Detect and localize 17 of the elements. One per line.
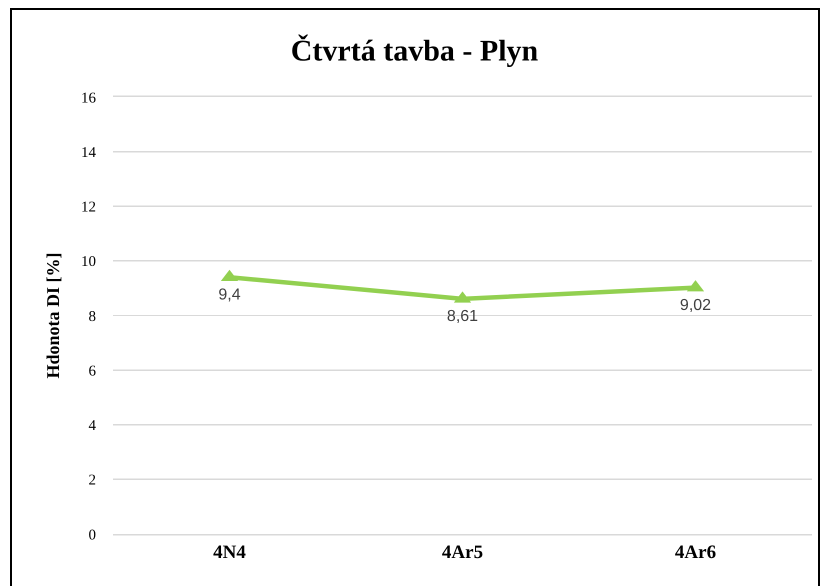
x-tick-label: 4N4	[213, 542, 246, 564]
y-tick-label: 2	[88, 472, 96, 489]
chart-title: Čtvrtá tavba - Plyn	[290, 34, 539, 68]
y-tick-label: 8	[88, 308, 96, 325]
data-label: 9,02	[680, 297, 712, 314]
y-axis-title: Hdonota DI [%]	[43, 252, 64, 379]
y-tick-label: 4	[88, 418, 96, 434]
y-tick-label: 10	[81, 254, 96, 270]
data-label: 9,4	[218, 286, 241, 304]
x-tick-label: 4Ar6	[674, 542, 716, 564]
y-tick-label: 14	[81, 144, 96, 161]
y-tick-label: 16	[81, 90, 96, 106]
x-tick-label: 4Ar5	[442, 542, 484, 564]
data-label: 8,61	[446, 308, 478, 326]
y-tick-label: 0	[88, 527, 96, 544]
y-tick-label: 12	[81, 200, 96, 216]
y-tick-label: 6	[88, 363, 96, 380]
